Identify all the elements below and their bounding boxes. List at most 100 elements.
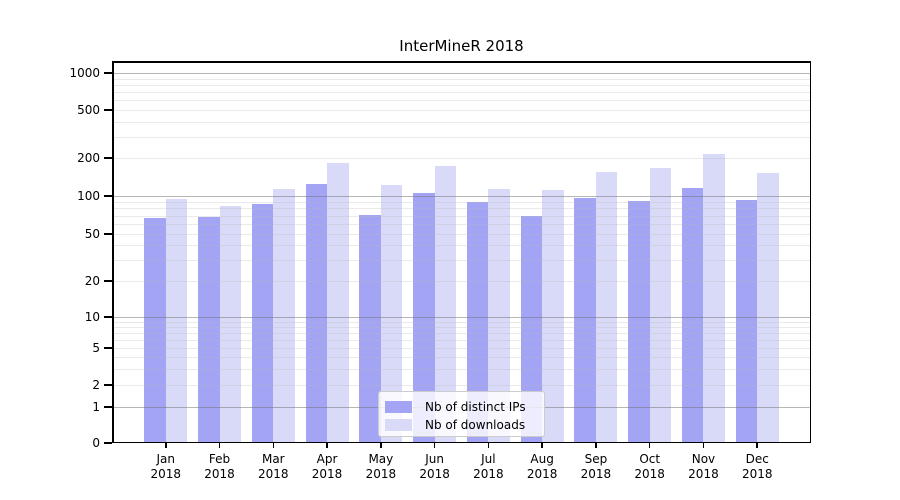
y-tick-label-1: 1 [92, 400, 100, 414]
major-gridline-1000 [112, 73, 811, 75]
minor-gridline-70 [112, 215, 811, 217]
x-tick-label-aug: Aug 2018 [526, 452, 558, 481]
x-tick-label-jun: Jun 2018 [419, 452, 450, 481]
plot-area: Nb of distinct IPs Nb of downloads [112, 61, 811, 443]
x-tick-mark-jul [487, 443, 490, 448]
y-tick-mark-20 [104, 280, 112, 282]
y-tick-mark-10 [104, 316, 112, 318]
x-tick-mark-mar [272, 443, 275, 448]
x-tick-label-dec: Dec 2018 [741, 452, 773, 481]
minor-gridline-4 [112, 357, 811, 358]
minor-gridline-2 [112, 385, 811, 386]
x-tick-mark-dec [756, 443, 758, 448]
x-tick-mark-aug [541, 443, 543, 448]
bar-jun-downloads [434, 165, 457, 443]
grid-layer [112, 61, 811, 443]
minor-gridline-900 [112, 78, 811, 80]
x-tick-label-may: May 2018 [365, 452, 397, 481]
y-tick-mark-500 [104, 109, 112, 111]
minor-gridline-300 [112, 136, 811, 138]
minor-gridline-40 [112, 245, 811, 247]
minor-gridline-80 [112, 208, 811, 210]
y-tick-label-0: 0 [92, 436, 100, 450]
bar-dec-downloads [757, 173, 779, 443]
bar-aug-distinct-ips [520, 215, 543, 443]
bar-feb-downloads [219, 206, 242, 443]
bar-oct-distinct-ips [628, 201, 650, 443]
bar-jan-downloads [165, 198, 188, 443]
bar-jul-distinct-ips [466, 201, 489, 443]
y-tick-mark-100 [104, 195, 112, 197]
minor-gridline-3 [112, 368, 811, 370]
minor-gridline-50 [112, 234, 811, 235]
y-tick-mark-0 [104, 442, 112, 444]
x-tick-mark-may [380, 443, 382, 448]
legend-swatch-distinct-ips [385, 401, 412, 413]
y-tick-mark-1000 [104, 72, 112, 74]
x-tick-label-mar: Mar 2018 [258, 452, 289, 481]
minor-gridline-200 [112, 158, 811, 159]
bar-may-distinct-ips [359, 214, 381, 443]
minor-gridline-7 [112, 332, 811, 334]
legend: Nb of distinct IPs Nb of downloads [378, 391, 545, 437]
plot-border-top [112, 61, 811, 63]
bar-jul-downloads [488, 188, 510, 443]
major-gridline-100 [112, 196, 811, 198]
y-tick-mark-50 [104, 233, 112, 235]
y-tick-mark-1 [104, 406, 112, 408]
bar-mar-distinct-ips [251, 204, 274, 443]
minor-gridline-400 [112, 121, 811, 123]
minor-gridline-5 [112, 348, 811, 349]
bar-dec-distinct-ips [735, 199, 758, 443]
x-tick-label-jul: Jul 2018 [473, 452, 504, 481]
minor-gridline-30 [112, 260, 811, 262]
x-tick-label-apr: Apr 2018 [311, 452, 343, 481]
bar-apr-downloads [327, 163, 349, 443]
bar-aug-downloads [542, 189, 564, 443]
x-tick-label-jan: Jan 2018 [150, 452, 182, 481]
x-tick-label-feb: Feb 2018 [204, 452, 235, 481]
minor-gridline-90 [112, 201, 811, 203]
minor-gridline-60 [112, 224, 811, 225]
legend-swatch-downloads [385, 419, 412, 431]
y-tick-label-100: 100 [77, 189, 100, 203]
y-tick-mark-5 [104, 347, 112, 349]
y-tick-label-2: 2 [92, 378, 100, 392]
x-tick-mark-nov [702, 443, 705, 448]
bar-nov-distinct-ips [681, 188, 704, 443]
bar-sep-downloads [595, 171, 618, 443]
bar-jan-distinct-ips [144, 217, 166, 443]
y-tick-label-200: 200 [77, 151, 100, 165]
plot-border-right [809, 61, 811, 443]
legend-label-distinct-ips: Nb of distinct IPs [425, 400, 526, 414]
minor-gridline-800 [112, 84, 811, 86]
y-tick-label-20: 20 [84, 274, 100, 288]
minor-gridline-500 [112, 110, 811, 111]
minor-gridline-20 [112, 281, 811, 282]
y-tick-mark-200 [104, 157, 112, 159]
bars-layer [112, 61, 811, 443]
minor-gridline-8 [112, 326, 811, 328]
major-gridline-10 [112, 317, 811, 319]
y-axis-line [112, 61, 114, 443]
minor-gridline-700 [112, 92, 811, 94]
minor-gridline-600 [112, 100, 811, 102]
y-tick-mark-2 [104, 384, 112, 386]
y-tick-label-5: 5 [92, 341, 100, 355]
bar-may-downloads [380, 184, 403, 443]
x-axis-line [112, 441, 811, 443]
bar-apr-distinct-ips [305, 184, 328, 443]
bar-feb-distinct-ips [198, 217, 220, 443]
x-tick-label-oct: Oct 2018 [634, 452, 665, 481]
legend-item-distinct-ips: Nb of distinct IPs [385, 398, 544, 416]
y-tick-label-500: 500 [77, 103, 100, 117]
bar-mar-downloads [273, 188, 295, 443]
x-tick-mark-apr [326, 443, 328, 448]
minor-gridline-9 [112, 321, 811, 323]
x-tick-mark-feb [218, 443, 221, 448]
x-tick-label-sep: Sep 2018 [580, 452, 612, 481]
minor-gridline-6 [112, 339, 811, 341]
bar-nov-downloads [703, 153, 725, 443]
x-tick-mark-jan [165, 443, 167, 448]
